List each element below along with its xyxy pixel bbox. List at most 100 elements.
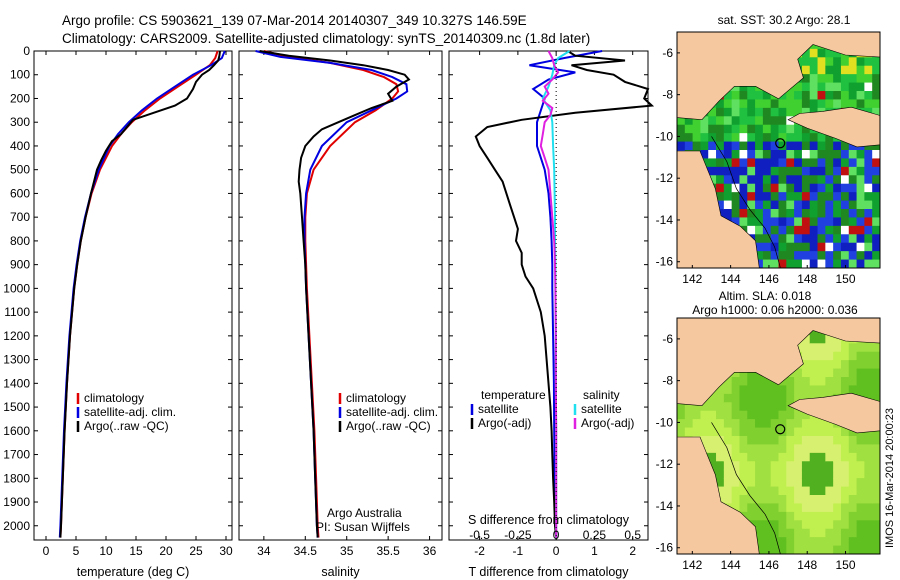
g-sla-cell (833, 377, 842, 386)
g-sst-cell (723, 116, 733, 126)
g-sst-cell (848, 91, 858, 100)
g-sla-cell (801, 537, 811, 547)
g-sst-cell (817, 158, 826, 168)
g-sla-cell (848, 452, 858, 462)
g-sla-cell (762, 520, 772, 530)
g-sla-cell (809, 368, 819, 378)
g-sst-cell (817, 217, 826, 227)
g-sst-cell (833, 242, 842, 252)
g-sst-cell (864, 175, 873, 185)
g-sla-cell (762, 469, 772, 479)
g-sst-ytick-label: -6 (662, 46, 673, 60)
g-sst-cell (809, 65, 819, 75)
g-sst-xtick-label: 150 (836, 272, 856, 286)
g-sla-cell (864, 343, 873, 353)
g-sla-cell (848, 351, 858, 361)
salinity-legend-label-1: satellite-adj. clim. (346, 405, 438, 419)
g-sla-cell (762, 385, 772, 395)
g-sst-cell (817, 74, 826, 84)
g-sla-cell (872, 545, 880, 554)
difference-plot-frame (448, 50, 649, 541)
g-sst-cell (872, 209, 880, 218)
g-sla-cell (840, 360, 850, 370)
g-sst-cell (677, 116, 686, 126)
g-sla-land-png (677, 318, 880, 407)
g-sla-cell (817, 351, 826, 361)
g-sla-cell (864, 452, 873, 462)
g-sst-cell (755, 175, 764, 185)
g-sla-ytick-label: -10 (656, 415, 674, 429)
g-sst-cell (739, 183, 748, 193)
g-sla-cell (716, 410, 725, 420)
g-sst-cell (778, 242, 787, 252)
g-sla-cell (700, 402, 709, 412)
g-sst-cell (833, 175, 842, 185)
salinity-legend-label-2: Argo(..raw -QC) (346, 419, 431, 433)
g-sst-cell (708, 116, 717, 126)
g-sst-cell (872, 141, 880, 151)
g-sla-cell (786, 503, 795, 513)
g-sla-cell (848, 537, 858, 547)
g-sst-cell (848, 234, 858, 244)
g-sla-cell (840, 469, 850, 479)
g-sla-cell (817, 436, 826, 445)
g-sla-cell (762, 545, 772, 554)
g-sla-cell (856, 385, 865, 395)
g-sla-cell (794, 537, 803, 547)
g-sst-cell (840, 225, 850, 235)
g-sla-cell (723, 486, 733, 496)
g-sst-cell (723, 192, 733, 202)
g-sst-cell (801, 82, 811, 92)
g-sla-cell (723, 419, 733, 429)
g-sst-cell (856, 65, 865, 75)
g-sst-cell (794, 200, 803, 210)
g-sla-cell (739, 402, 748, 412)
difference-xlabel: T difference from climatology (468, 565, 629, 579)
g-sla-cell (755, 537, 764, 547)
g-sst-cell (762, 124, 772, 134)
g-sla-cell (856, 503, 865, 513)
temperature-ytick-label: 500 (10, 163, 30, 177)
g-sst-cell (778, 166, 787, 176)
temperature-ytick-label: 1200 (3, 329, 30, 343)
g-sla-cell (817, 511, 826, 521)
g-sst-cell (762, 234, 772, 244)
g-sst-cell (723, 183, 733, 193)
g-sst-cell (856, 150, 865, 159)
g-sst-cell (755, 209, 764, 218)
g-sla-cell (856, 478, 865, 488)
temperature-ytick-label: 1300 (3, 353, 30, 367)
g-sla-cell (708, 436, 717, 445)
g-sla-cell (747, 436, 756, 445)
g-sst-cell (716, 150, 725, 159)
g-sla-cell (747, 427, 756, 437)
g-sst-cell (856, 175, 865, 185)
g-sla-cell (778, 469, 787, 479)
g-sla-cell (739, 410, 748, 420)
g-sla-cell (809, 469, 819, 479)
g-sst-cell (872, 91, 880, 100)
g-sla-cell (762, 511, 772, 521)
g-sst-cell (840, 259, 850, 268)
g-sla-cell (840, 545, 850, 554)
g-sst-cell (778, 259, 787, 268)
g-sst-cell (755, 251, 764, 261)
g-sla-cell (770, 402, 779, 412)
g-sst-cell (723, 107, 733, 117)
g-sst-cell (809, 192, 819, 202)
g-sst-cell (708, 141, 717, 151)
salinity-plot-frame (238, 50, 443, 541)
g-sla-cell (840, 478, 850, 488)
g-sla-cell (833, 436, 842, 445)
g-sla-cell (856, 528, 865, 538)
g-sst-cell (817, 48, 826, 58)
g-sst-cell (856, 225, 865, 235)
g-sst-cell (801, 99, 811, 109)
g-sst-cell (731, 99, 740, 109)
g-sla-cell (755, 444, 764, 454)
g-sla-cell (762, 528, 772, 538)
g-sst-cell (801, 242, 811, 252)
g-sla-cell (840, 528, 850, 538)
g-sst-cell (692, 133, 701, 143)
